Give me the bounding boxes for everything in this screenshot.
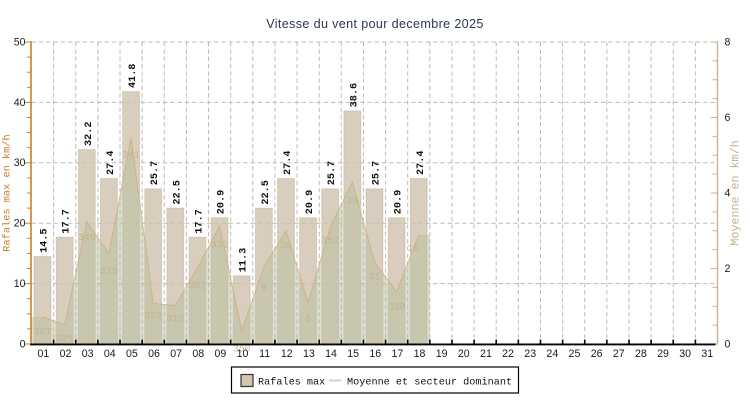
svg-text:17: 17 [392, 348, 404, 360]
svg-text:05: 05 [126, 348, 138, 360]
svg-text:30: 30 [280, 241, 292, 252]
svg-text:14: 14 [325, 348, 337, 360]
svg-text:40: 40 [14, 97, 26, 109]
svg-text:2: 2 [725, 263, 731, 275]
svg-text:02: 02 [60, 348, 72, 360]
svg-text:341: 341 [122, 150, 140, 161]
svg-text:10: 10 [407, 243, 419, 254]
svg-text:20: 20 [458, 348, 470, 360]
svg-text:10: 10 [14, 278, 26, 290]
svg-text:29: 29 [657, 348, 669, 360]
svg-text:352: 352 [321, 236, 339, 247]
svg-text:Vitesse du vent pour decembre: Vitesse du vent pour decembre 2025 [266, 17, 484, 31]
svg-text:Moyenne en km/h: Moyenne en km/h [729, 140, 743, 245]
svg-text:350: 350 [233, 344, 251, 355]
svg-text:11: 11 [259, 348, 270, 360]
svg-text:26: 26 [591, 348, 603, 360]
svg-text:32.2: 32.2 [84, 122, 95, 146]
svg-text:27.4: 27.4 [283, 151, 294, 175]
svg-text:25: 25 [569, 348, 581, 360]
svg-text:6: 6 [305, 314, 311, 325]
svg-text:11.3: 11.3 [239, 248, 250, 272]
svg-text:28: 28 [635, 348, 647, 360]
svg-text:8: 8 [725, 37, 731, 49]
svg-text:08: 08 [192, 348, 204, 360]
svg-text:27.4: 27.4 [416, 151, 427, 175]
svg-text:6: 6 [725, 112, 731, 124]
svg-text:25.7: 25.7 [372, 161, 383, 185]
svg-text:328: 328 [388, 302, 406, 313]
svg-text:22.5: 22.5 [172, 180, 183, 204]
svg-text:22.5: 22.5 [261, 180, 272, 204]
svg-text:31: 31 [701, 348, 713, 360]
svg-text:Rafales max en km/h: Rafales max en km/h [2, 134, 14, 251]
svg-text:38.6: 38.6 [349, 83, 360, 107]
svg-text:9: 9 [261, 283, 267, 294]
svg-text:18: 18 [414, 348, 426, 360]
svg-text:352: 352 [189, 281, 207, 292]
svg-text:04: 04 [104, 348, 116, 360]
svg-text:30: 30 [679, 348, 691, 360]
svg-text:15: 15 [347, 348, 359, 360]
svg-text:0: 0 [725, 339, 731, 351]
svg-text:50: 50 [14, 36, 26, 48]
svg-text:332: 332 [211, 240, 229, 251]
svg-text:16: 16 [369, 348, 381, 360]
svg-text:03: 03 [82, 348, 94, 360]
svg-text:13: 13 [303, 348, 315, 360]
svg-text:06: 06 [148, 348, 160, 360]
svg-text:12: 12 [281, 348, 293, 360]
svg-text:20.9: 20.9 [305, 190, 316, 214]
svg-text:20.9: 20.9 [217, 190, 228, 214]
svg-text:0: 0 [20, 338, 26, 350]
svg-text:10: 10 [237, 348, 249, 360]
svg-text:23: 23 [524, 348, 536, 360]
svg-text:27.4: 27.4 [106, 151, 117, 175]
svg-text:17.7: 17.7 [194, 209, 205, 233]
svg-text:312: 312 [166, 314, 184, 325]
svg-text:27: 27 [613, 348, 625, 360]
svg-text:30: 30 [14, 157, 26, 169]
svg-text:24: 24 [546, 348, 558, 360]
svg-text:Rafales max: Rafales max [258, 377, 325, 389]
svg-text:28: 28 [347, 196, 359, 207]
svg-text:340: 340 [78, 232, 96, 243]
svg-text:41.8: 41.8 [128, 64, 139, 88]
svg-text:4: 4 [725, 188, 731, 200]
svg-text:22: 22 [502, 348, 514, 360]
svg-text:19: 19 [436, 348, 448, 360]
svg-text:01: 01 [37, 348, 49, 360]
svg-text:Moyenne et secteur dominant: Moyenne et secteur dominant [347, 377, 512, 389]
svg-text:09: 09 [215, 348, 227, 360]
svg-text:25.7: 25.7 [327, 161, 338, 185]
svg-text:21: 21 [480, 348, 492, 360]
svg-text:07: 07 [170, 348, 182, 360]
svg-text:20: 20 [14, 218, 26, 230]
svg-text:20.9: 20.9 [394, 190, 405, 214]
svg-text:25.7: 25.7 [150, 161, 161, 185]
svg-text:325: 325 [100, 266, 118, 277]
svg-text:14.5: 14.5 [40, 228, 51, 252]
svg-text:307: 307 [34, 327, 52, 338]
svg-text:322: 322 [144, 311, 162, 322]
svg-text:31: 31 [369, 272, 381, 283]
svg-text:321: 321 [56, 334, 74, 345]
svg-text:17.7: 17.7 [62, 209, 73, 233]
